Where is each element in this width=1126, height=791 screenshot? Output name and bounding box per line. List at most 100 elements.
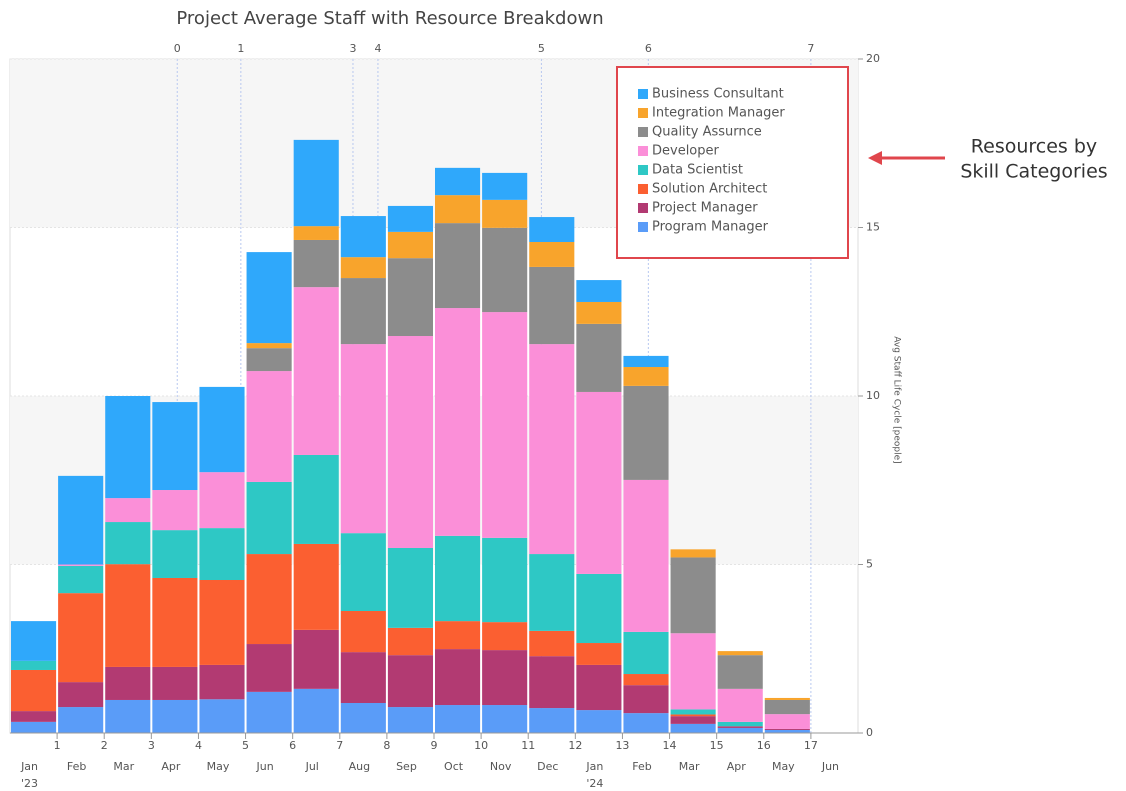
bar-segment xyxy=(482,650,528,706)
bar-segment xyxy=(340,652,386,704)
bar-segment xyxy=(482,622,528,651)
bar-segment xyxy=(246,554,292,645)
x-tick-label: 13 xyxy=(615,739,629,752)
bar-segment xyxy=(387,258,433,337)
bar-segment xyxy=(670,723,716,733)
bar-segment xyxy=(387,707,433,733)
bar-segment xyxy=(435,705,481,733)
bar-segment xyxy=(623,674,669,686)
bar-segment xyxy=(58,682,104,708)
bar-segment xyxy=(340,257,386,279)
bar-segment xyxy=(199,472,245,529)
bar-segment xyxy=(387,655,433,708)
bar-segment xyxy=(623,385,669,480)
bar-segment xyxy=(529,630,575,657)
bar-segment xyxy=(576,643,622,665)
bar-segment xyxy=(717,655,763,689)
bar-segment xyxy=(435,535,481,622)
x-category-label: Aug xyxy=(349,760,370,773)
bar-segment xyxy=(340,216,386,258)
legend-label: Program Manager xyxy=(652,220,769,235)
bar-segment xyxy=(58,475,104,565)
bar-segment xyxy=(11,711,57,722)
grid-band xyxy=(10,396,858,565)
bar-segment xyxy=(58,707,104,733)
milestone-label: 7 xyxy=(807,42,814,55)
bar-segment xyxy=(435,195,481,224)
x-tick-label: 8 xyxy=(383,739,390,752)
bar-segment xyxy=(152,577,198,667)
bar-segment xyxy=(764,729,810,733)
bar-segment xyxy=(387,336,433,548)
bar-segment xyxy=(717,726,763,728)
bar-segment xyxy=(105,396,151,499)
bar-segment xyxy=(152,490,198,531)
bar-segment xyxy=(246,343,292,349)
bar-segment xyxy=(293,139,339,227)
legend-swatch xyxy=(638,108,648,118)
legend-label: Integration Manager xyxy=(652,106,785,121)
x-tick-label: 5 xyxy=(242,739,249,752)
bar-segment xyxy=(246,348,292,372)
bar-segment xyxy=(293,226,339,240)
x-tick-label: 11 xyxy=(521,739,535,752)
bar-segment xyxy=(435,649,481,706)
bar-segment xyxy=(482,172,528,200)
bar-segment xyxy=(670,716,716,724)
bar-segment xyxy=(529,708,575,733)
x-tick-label: 1 xyxy=(54,739,61,752)
y-tick-label: 0 xyxy=(866,726,873,739)
x-tick-label: 10 xyxy=(474,739,488,752)
bar-segment xyxy=(340,703,386,733)
bar-segment xyxy=(199,699,245,733)
bar-segment xyxy=(152,402,198,491)
legend-swatch xyxy=(638,89,648,99)
bar-segment xyxy=(435,621,481,650)
bar-segment xyxy=(246,481,292,555)
bar-segment xyxy=(293,543,339,630)
x-year-label: '23 xyxy=(21,777,38,790)
bar-segment xyxy=(529,344,575,555)
bar-segment xyxy=(105,564,151,667)
bar-segment xyxy=(482,227,528,313)
bar-segment xyxy=(58,564,104,566)
bar-segment xyxy=(105,666,151,700)
bar-segment xyxy=(576,280,622,302)
x-category-label: Apr xyxy=(727,760,747,773)
bar-segment xyxy=(340,278,386,345)
chart-title: Project Average Staff with Resource Brea… xyxy=(176,8,603,29)
x-tick-label: 12 xyxy=(568,739,582,752)
legend-label: Data Scientist xyxy=(652,163,743,178)
bar-segment xyxy=(246,691,292,733)
legend-label: Solution Architect xyxy=(652,182,767,197)
bar-segment xyxy=(152,666,198,700)
bar-segment xyxy=(623,713,669,733)
milestone-label: 3 xyxy=(349,42,356,55)
bar-segment xyxy=(387,231,433,259)
bar-segment xyxy=(576,323,622,392)
x-category-label: Jan xyxy=(585,760,603,773)
y-tick-label: 5 xyxy=(866,558,873,571)
bar-segment xyxy=(387,547,433,628)
bar-segment xyxy=(764,728,810,730)
x-category-label: Jun xyxy=(256,760,274,773)
y-tick-label: 15 xyxy=(866,221,880,234)
bar-segment xyxy=(623,367,669,386)
bar-segment xyxy=(293,629,339,689)
bar-segment xyxy=(58,565,104,594)
legend: Business Consultant Integration Manager Qu… xyxy=(616,66,849,259)
x-tick-label: 3 xyxy=(148,739,155,752)
bar-segment xyxy=(529,266,575,345)
bar-segment xyxy=(293,454,339,544)
x-category-label: Nov xyxy=(490,760,512,773)
bar-segment xyxy=(623,479,669,632)
bar-segment xyxy=(529,656,575,709)
milestone-label: 5 xyxy=(538,42,545,55)
x-category-label: Oct xyxy=(444,760,464,773)
bar-segment xyxy=(717,727,763,733)
x-tick-label: 7 xyxy=(336,739,343,752)
legend-swatch xyxy=(638,203,648,213)
x-category-label: Dec xyxy=(537,760,558,773)
